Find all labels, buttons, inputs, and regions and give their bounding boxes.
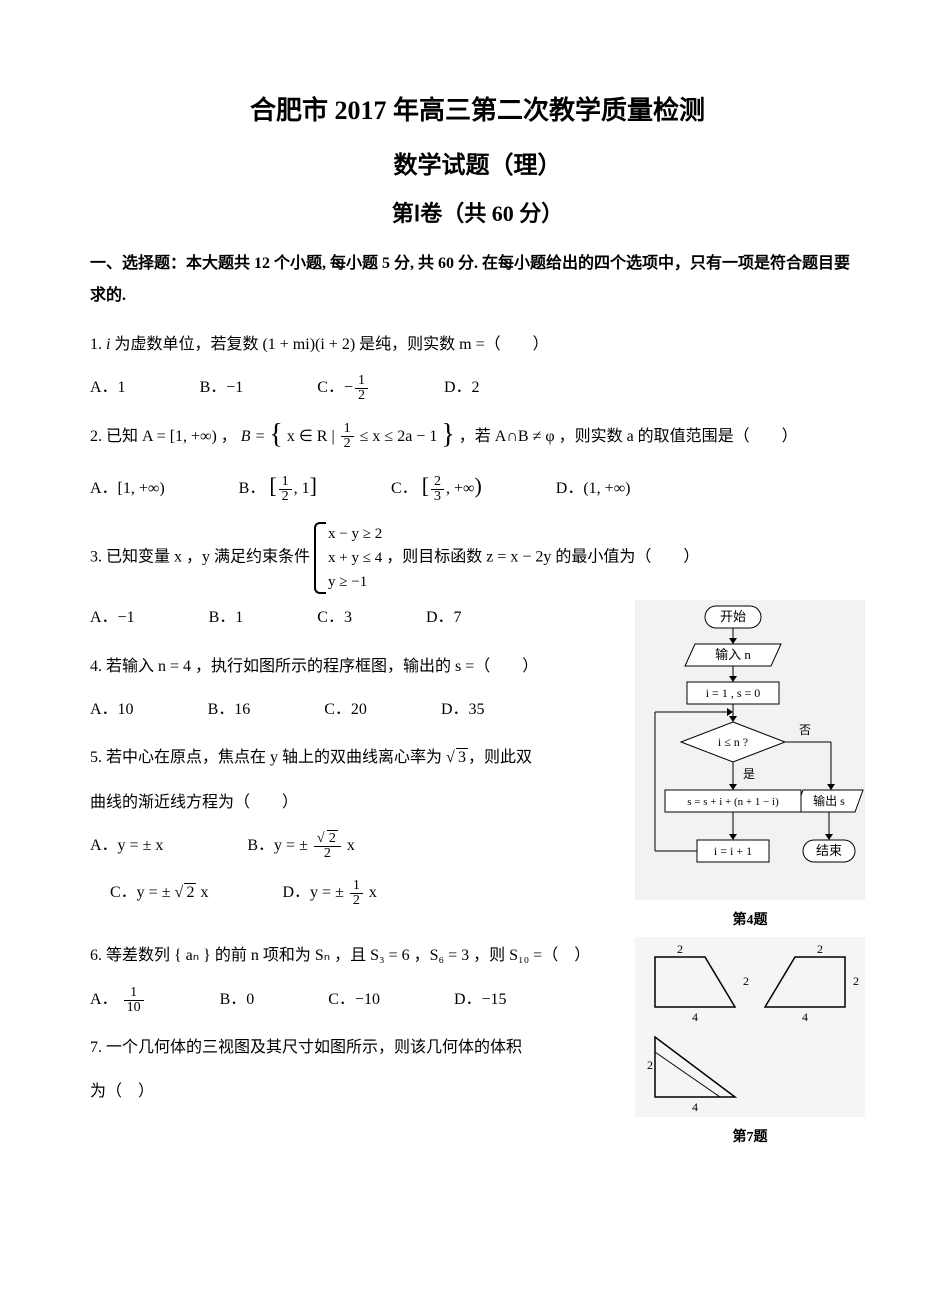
- frac-sqrt2-2: 22: [314, 832, 341, 861]
- q7-caption: 第7题: [635, 1126, 865, 1146]
- fv-right: 2: [743, 974, 749, 988]
- q4-figure: 开始 输入 n i = 1 , s = 0 i ≤ n ? 否 输出 s: [635, 600, 865, 929]
- flow-init-label: i = 1 , s = 0: [706, 686, 761, 700]
- q3-opt-b: B．1: [209, 600, 244, 635]
- q3-opt-c: C．3: [317, 600, 352, 635]
- q2-opt-a: A．[1, +∞): [90, 471, 165, 506]
- q3-post: ，则目标函数 z = x − 2y 的最小值为（ ）: [386, 549, 699, 566]
- sv-top: 2: [817, 942, 823, 956]
- sys-row-c: y ≥ −1: [328, 570, 382, 594]
- q4-caption: 第4题: [635, 909, 865, 929]
- q7-figure: 2 2 4 2 2 4 2 4 第7题: [635, 937, 865, 1146]
- three-view-svg: 2 2 4 2 2 4 2 4: [635, 937, 865, 1117]
- sv-right: 2: [853, 974, 859, 988]
- q2-c-pre: C．: [391, 480, 418, 497]
- question-1: 1. i 为虚数单位，若复数 (1 + mi)(i + 2) 是纯，则实数 m …: [90, 326, 865, 364]
- q2-set-inner1: x ∈ R |: [287, 428, 339, 445]
- q6-opt-a: A． 110: [90, 982, 146, 1017]
- q5-d-post: x: [369, 884, 377, 901]
- brace-left: {: [269, 421, 282, 449]
- flow-start-label: 开始: [720, 609, 746, 624]
- q6-a-pre: A．: [90, 991, 118, 1008]
- q6-opt-d: D．−15: [454, 982, 507, 1017]
- q1-opt-a: A．1: [90, 370, 126, 405]
- q2-options: A．[1, +∞) B． [12, 1] C． [23, +∞) D．(1, +…: [90, 462, 865, 510]
- q5-c-post: x: [196, 884, 208, 901]
- q4-opt-c: C．20: [324, 692, 367, 727]
- frac-1-10: 110: [124, 986, 144, 1015]
- q2-opt-c: C． [23, +∞): [391, 462, 482, 510]
- frac-half-3: 12: [279, 475, 292, 504]
- sys-row-b: x + y ≤ 4: [328, 546, 382, 570]
- question-3: 3. 已知变量 x ，y 满足约束条件 x − y ≥ 2 x + y ≤ 4 …: [90, 522, 865, 594]
- frac-half: 12: [355, 374, 368, 403]
- q1-opt-d: D．2: [444, 370, 480, 405]
- fv-bottom: 4: [692, 1010, 698, 1024]
- q1-options: A．1 B．−1 C．−12 D．2: [90, 370, 865, 405]
- q4-opt-b: B．16: [208, 692, 251, 727]
- q5-b-post: x: [347, 837, 355, 854]
- flow-end-label: 结束: [816, 843, 842, 858]
- q2-set-inner2: ≤ x ≤ 2a − 1: [360, 428, 438, 445]
- q5-opt-b: B．y = ± 22 x: [247, 828, 354, 863]
- flow-out-label: 输出 s: [813, 793, 845, 808]
- sys-row-a: x − y ≥ 2: [328, 522, 382, 546]
- q4-opt-a: A．10: [90, 692, 134, 727]
- q3-opt-d: D．7: [426, 600, 462, 635]
- q5-b: ，则此双: [468, 749, 532, 766]
- fv-top: 2: [677, 942, 683, 956]
- exam-title-sub: 数学试题（理）: [90, 145, 865, 180]
- frac-1-2: 12: [350, 879, 363, 908]
- frac-2-3: 23: [431, 475, 444, 504]
- q5-b-pre: B．y = ±: [247, 837, 311, 854]
- frac-half-2: 12: [341, 422, 354, 451]
- q2-mid: ，若 A∩B ≠ φ ，则实数 a 的取值范围是（ ）: [459, 428, 798, 445]
- q1-opt-c: C．−12: [317, 370, 370, 405]
- q5-d-pre: D．y = ±: [282, 884, 347, 901]
- q2-b-pre: B．: [239, 480, 266, 497]
- q4-opt-d: D．35: [441, 692, 485, 727]
- q1-c-pre: C．−: [317, 379, 353, 396]
- q3-pre: 3. 已知变量 x ，y 满足约束条件: [90, 549, 314, 566]
- q1-pre: 1.: [90, 336, 106, 353]
- brace-right: }: [441, 421, 454, 449]
- q5-opt-a: A．y = ± x: [90, 828, 163, 863]
- question-2: 2. 已知 A = [1, +∞) ， B = { x ∈ R | 12 ≤ x…: [90, 418, 865, 456]
- flowchart-svg: 开始 输入 n i = 1 , s = 0 i ≤ n ? 否 输出 s: [635, 600, 865, 900]
- sqrt2: 2: [174, 875, 196, 910]
- q6-opt-c: C．−10: [328, 982, 380, 1017]
- q5-c-pre: C．y = ±: [110, 884, 174, 901]
- exam-title-main: 合肥市 2017 年高三第二次教学质量检测: [90, 90, 865, 127]
- q2-pre: 2. 已知 A = [1, +∞) ，: [90, 428, 237, 445]
- exam-title-part: 第Ⅰ卷（共 60 分）: [90, 196, 865, 228]
- q6-opt-b: B．0: [220, 982, 255, 1017]
- tv-bottom: 4: [692, 1100, 698, 1114]
- sqrt3: 3: [446, 739, 468, 777]
- flow-cond-label: i ≤ n ?: [718, 735, 748, 749]
- q5-opt-c: C．y = ± 2 x: [110, 875, 208, 910]
- section-instruction: 一、选择题：本大题共 12 个小题, 每小题 5 分, 共 60 分. 在每小题…: [90, 248, 865, 312]
- q2-opt-b: B． [12, 1]: [239, 462, 317, 510]
- q2-Beq: B =: [241, 428, 270, 445]
- sv-bottom: 4: [802, 1010, 808, 1024]
- q1-text: 为虚数单位，若复数 (1 + mi)(i + 2) 是纯，则实数 m =（ ）: [110, 336, 548, 353]
- tv-left: 2: [647, 1058, 653, 1072]
- q1-opt-b: B．−1: [200, 370, 244, 405]
- flow-yes-label: 是: [743, 767, 755, 781]
- q5-opt-d: D．y = ± 12 x: [282, 875, 376, 910]
- flow-inc-label: i = i + 1: [714, 844, 752, 858]
- constraint-system: x − y ≥ 2 x + y ≤ 4 y ≥ −1: [314, 522, 382, 594]
- q5-a: 5. 若中心在原点，焦点在 y 轴上的双曲线离心率为: [90, 749, 446, 766]
- q3-opt-a: A．−1: [90, 600, 135, 635]
- flow-no-label: 否: [799, 723, 811, 737]
- flow-input-label: 输入 n: [715, 647, 751, 662]
- flow-step-label: s = s + i + (n + 1 − i): [687, 796, 779, 808]
- q2-opt-d: D．(1, +∞): [556, 471, 631, 506]
